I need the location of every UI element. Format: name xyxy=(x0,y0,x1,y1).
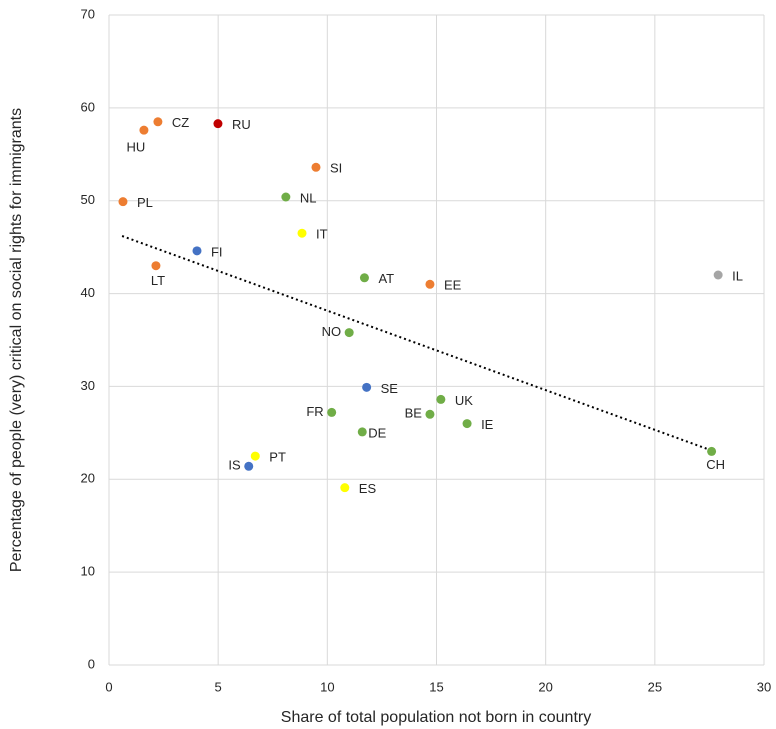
point-label: BE xyxy=(405,406,423,421)
point xyxy=(151,261,161,271)
point xyxy=(344,328,354,338)
x-tick-label: 5 xyxy=(215,679,222,694)
point-label: NL xyxy=(300,190,317,205)
y-tick-label: 20 xyxy=(81,471,95,486)
point-label: IS xyxy=(228,458,241,473)
point-label: SI xyxy=(330,161,342,176)
point-label: FR xyxy=(306,404,323,419)
point-label: NO xyxy=(322,324,342,339)
x-tick-label: 25 xyxy=(648,679,662,694)
point-label: FI xyxy=(211,244,223,259)
point-label: RU xyxy=(232,117,251,132)
point xyxy=(250,451,260,461)
point-label: EE xyxy=(444,278,462,293)
y-tick-label: 70 xyxy=(81,6,95,21)
point xyxy=(297,228,307,238)
point xyxy=(118,197,128,207)
y-axis-title: Percentage of people (very) critical on … xyxy=(8,108,25,572)
point-label: AT xyxy=(378,271,394,286)
point xyxy=(192,246,202,256)
point xyxy=(244,461,254,471)
point-label: ES xyxy=(359,481,377,496)
point-label: CH xyxy=(706,457,725,472)
point xyxy=(425,279,435,289)
point xyxy=(462,419,472,429)
point-label: LT xyxy=(151,273,165,288)
x-tick-label: 0 xyxy=(105,679,112,694)
point xyxy=(327,407,337,417)
point xyxy=(153,117,163,127)
point-label: IE xyxy=(481,417,494,432)
point xyxy=(311,162,321,172)
y-tick-label: 10 xyxy=(81,564,95,579)
point-label: PT xyxy=(269,450,286,465)
x-tick-label: 30 xyxy=(757,679,771,694)
point xyxy=(425,409,435,419)
point xyxy=(713,270,723,280)
y-tick-label: 50 xyxy=(81,192,95,207)
point-label: SE xyxy=(381,381,399,396)
x-axis-title: Share of total population not born in co… xyxy=(281,709,591,726)
point xyxy=(436,394,446,404)
point-label: IL xyxy=(732,268,743,283)
point xyxy=(357,427,367,437)
point-label: UK xyxy=(455,393,473,408)
point xyxy=(281,192,291,202)
point xyxy=(139,125,149,135)
point-label: HU xyxy=(127,140,146,155)
point-label: PL xyxy=(137,195,153,210)
point xyxy=(213,119,223,129)
y-tick-label: 30 xyxy=(81,378,95,393)
y-tick-label: 40 xyxy=(81,285,95,300)
point xyxy=(362,382,372,392)
point-label: CZ xyxy=(172,115,189,130)
point xyxy=(707,446,717,456)
y-tick-label: 0 xyxy=(88,656,95,671)
x-tick-label: 20 xyxy=(538,679,552,694)
point xyxy=(359,273,369,283)
x-tick-label: 10 xyxy=(320,679,334,694)
x-tick-label: 15 xyxy=(429,679,443,694)
y-tick-label: 60 xyxy=(81,99,95,114)
point xyxy=(340,483,350,493)
point-label: IT xyxy=(316,227,328,242)
point-label: DE xyxy=(368,425,386,440)
